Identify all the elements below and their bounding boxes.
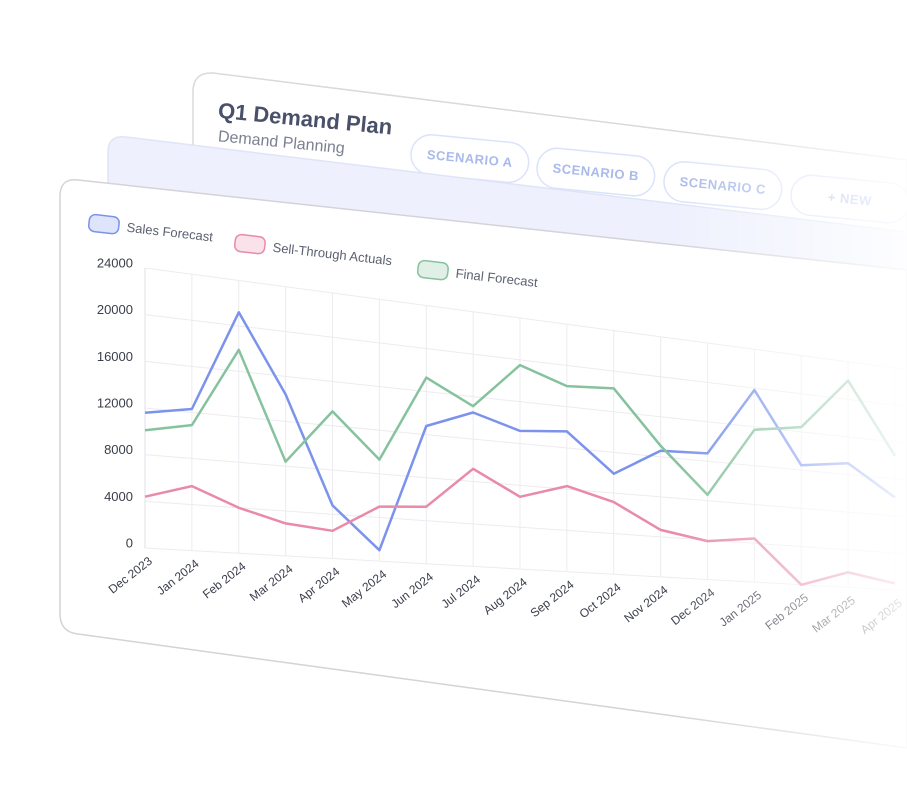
tab[interactable]: SCENARIO C	[662, 160, 783, 211]
tab[interactable]: SCENARIO A	[409, 133, 530, 184]
grid-line	[144, 454, 907, 518]
series-line	[144, 311, 896, 552]
grid-line	[144, 360, 907, 444]
front-card	[59, 179, 907, 749]
y-tick-label: 4000	[104, 489, 133, 504]
grid-line	[144, 407, 907, 481]
tab-label: + NEW	[827, 189, 872, 208]
series-line	[144, 348, 897, 497]
y-tick-label: 24000	[97, 255, 133, 270]
y-tick-label: 16000	[97, 349, 133, 364]
series-line	[144, 467, 896, 587]
grid-line	[144, 267, 907, 371]
y-tick-label: 20000	[97, 302, 133, 317]
legend-swatch	[416, 259, 449, 281]
tab-pill	[536, 147, 656, 197]
grid-line	[144, 547, 907, 592]
tab[interactable]: SCENARIO B	[535, 147, 656, 198]
y-tick-label: 8000	[104, 442, 133, 457]
y-tick-label: 12000	[97, 395, 133, 410]
grid-line	[144, 314, 907, 407]
legend-swatch	[87, 213, 120, 235]
legend-swatch	[233, 233, 266, 255]
grid-line	[144, 500, 907, 555]
y-tick-label: 0	[126, 535, 133, 550]
tab[interactable]: + NEW	[789, 174, 907, 225]
tab-pill	[663, 161, 783, 211]
tab-pill	[790, 174, 907, 224]
